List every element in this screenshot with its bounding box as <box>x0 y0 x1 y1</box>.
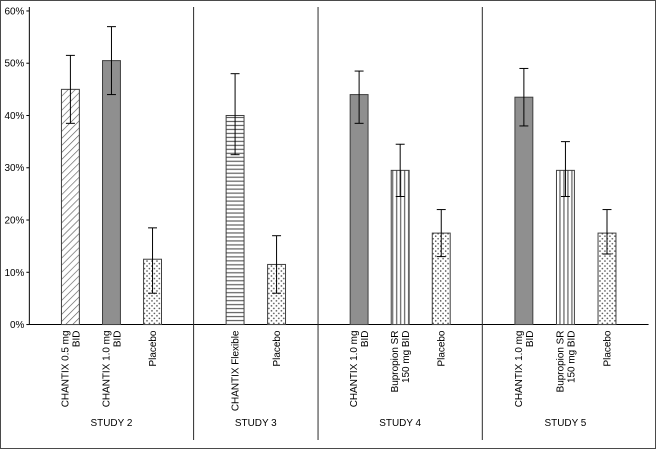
bar-label: CHANTIX Flexible <box>231 330 242 411</box>
bar-label: CHANTIX 1.0 mg <box>349 331 360 408</box>
bar-label: Bupropion SR <box>390 331 401 393</box>
bar-label: 150 mg BID <box>401 331 412 383</box>
bar-label: Placebo <box>437 330 448 366</box>
bar-label: CHANTIX 0.5 mg <box>60 331 71 408</box>
y-tick-label: 0% <box>10 320 25 331</box>
y-tick-label: 50% <box>4 59 24 70</box>
bar-label: BID <box>525 331 536 348</box>
bar-label: Placebo <box>148 330 159 366</box>
bar-label: Bupropion SR <box>555 331 566 393</box>
y-tick-label: 40% <box>4 111 24 122</box>
bar-label: Placebo <box>272 330 283 366</box>
bar <box>102 60 121 326</box>
y-tick-label: 20% <box>4 216 24 227</box>
bar-label: Placebo <box>602 330 613 366</box>
study-label: STUDY 5 <box>545 418 587 429</box>
y-tick-label: 30% <box>4 163 24 174</box>
bar-label: BID <box>112 331 123 348</box>
bar <box>60 88 80 326</box>
bar <box>514 96 534 326</box>
bar-label: BID <box>360 331 371 348</box>
bar-label: CHANTIX 1.0 mg <box>514 331 525 408</box>
y-tick-label: 60% <box>4 6 24 17</box>
study-label: STUDY 4 <box>379 418 421 429</box>
bar-label: BID <box>71 331 82 348</box>
y-tick-label: 10% <box>4 268 24 279</box>
bar-label: 150 mg BID <box>566 331 577 383</box>
bar <box>349 94 369 326</box>
study-label: STUDY 2 <box>91 418 133 429</box>
study-label: STUDY 3 <box>235 418 277 429</box>
bar-label: CHANTIX 1.0 mg <box>101 331 112 408</box>
